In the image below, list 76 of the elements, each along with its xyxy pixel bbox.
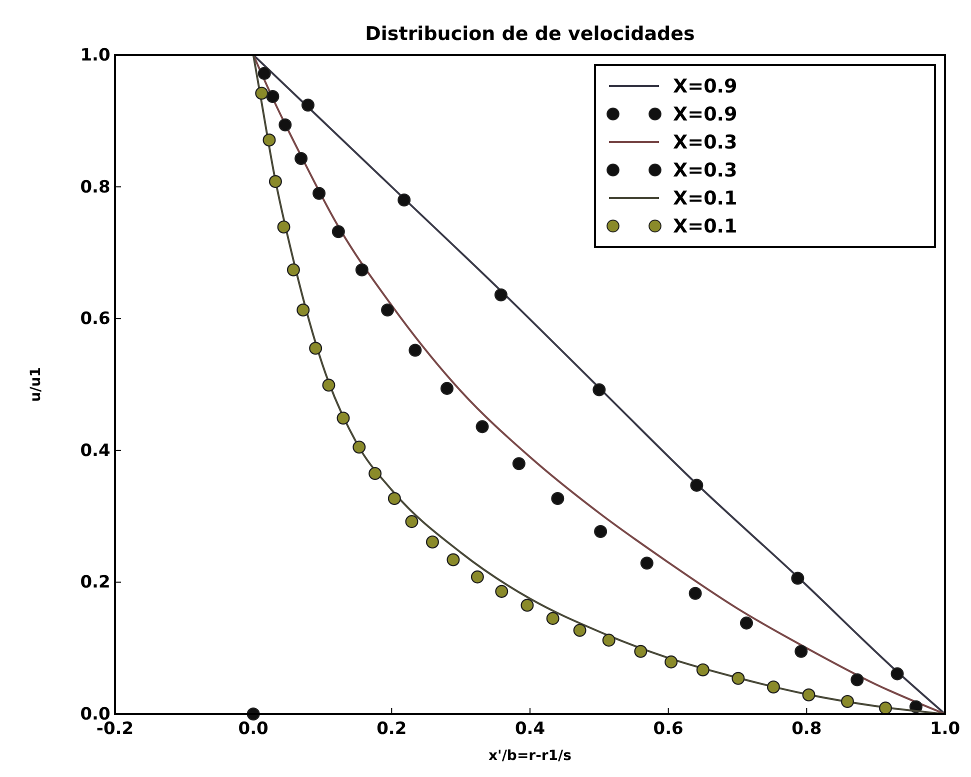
point bbox=[322, 378, 336, 392]
point bbox=[794, 644, 808, 658]
point bbox=[301, 98, 314, 112]
point bbox=[286, 263, 300, 276]
point bbox=[573, 624, 586, 637]
point bbox=[352, 440, 366, 454]
point bbox=[312, 186, 326, 200]
legend-label: X=0.3 bbox=[673, 132, 738, 154]
point bbox=[640, 556, 654, 570]
point bbox=[802, 688, 816, 702]
point bbox=[470, 570, 484, 584]
point bbox=[879, 702, 892, 715]
point bbox=[336, 412, 350, 425]
point bbox=[634, 644, 648, 658]
point bbox=[262, 134, 276, 147]
point bbox=[294, 152, 308, 165]
point bbox=[494, 288, 508, 302]
y-tick-label: 0.8 bbox=[80, 177, 110, 198]
point bbox=[592, 383, 606, 396]
point bbox=[277, 220, 290, 234]
y-tick-label: 0.2 bbox=[80, 572, 110, 593]
point bbox=[405, 515, 418, 528]
point bbox=[520, 598, 534, 612]
point bbox=[495, 584, 508, 598]
point bbox=[368, 466, 382, 480]
line-series bbox=[252, 54, 946, 715]
x-tick-label: 0.2 bbox=[376, 719, 407, 739]
point bbox=[258, 66, 271, 80]
point bbox=[766, 680, 780, 694]
x-tick-label: 0.8 bbox=[792, 719, 822, 739]
point bbox=[546, 612, 560, 625]
point bbox=[388, 492, 401, 506]
legend-label: X=0.9 bbox=[673, 76, 738, 98]
x-tick-label: 0.4 bbox=[514, 719, 546, 739]
point bbox=[255, 86, 268, 100]
point bbox=[602, 634, 616, 647]
point bbox=[381, 304, 394, 317]
legend-label: X=0.9 bbox=[673, 104, 738, 126]
point bbox=[890, 667, 904, 680]
x-tick-label: 0.0 bbox=[238, 719, 269, 739]
point bbox=[732, 672, 745, 685]
point bbox=[791, 572, 804, 585]
point bbox=[332, 225, 345, 238]
point bbox=[296, 304, 310, 317]
x-axis-title: x'/b=r-r1/s bbox=[488, 748, 572, 764]
point bbox=[398, 193, 411, 206]
point bbox=[664, 655, 678, 668]
y-tick-label: 0.6 bbox=[80, 309, 110, 330]
point bbox=[268, 175, 282, 188]
point bbox=[740, 616, 754, 630]
legend-label: X=0.1 bbox=[673, 216, 738, 238]
y-tick-label: 1.0 bbox=[80, 45, 110, 66]
point bbox=[426, 535, 439, 549]
x-tick-label: 1.0 bbox=[930, 719, 960, 739]
point bbox=[355, 263, 368, 276]
point bbox=[266, 90, 280, 104]
point bbox=[476, 420, 489, 434]
point bbox=[278, 118, 292, 132]
point bbox=[850, 673, 864, 686]
point bbox=[840, 694, 854, 708]
point bbox=[690, 478, 704, 492]
point bbox=[446, 553, 460, 566]
chart-title: Distribucion de de velocidades bbox=[365, 23, 695, 45]
x-tick-label: 0.6 bbox=[653, 719, 684, 739]
point bbox=[309, 342, 322, 355]
legend-label: X=0.3 bbox=[673, 160, 738, 182]
y-tick-label: 0.4 bbox=[80, 440, 110, 461]
point bbox=[696, 663, 710, 676]
point bbox=[440, 382, 454, 395]
y-axis-title: u/u1 bbox=[28, 367, 44, 402]
legend-label: X=0.1 bbox=[673, 188, 738, 210]
point bbox=[594, 524, 608, 538]
point bbox=[512, 457, 526, 470]
point bbox=[551, 492, 564, 506]
point bbox=[688, 586, 702, 600]
point bbox=[408, 344, 422, 357]
